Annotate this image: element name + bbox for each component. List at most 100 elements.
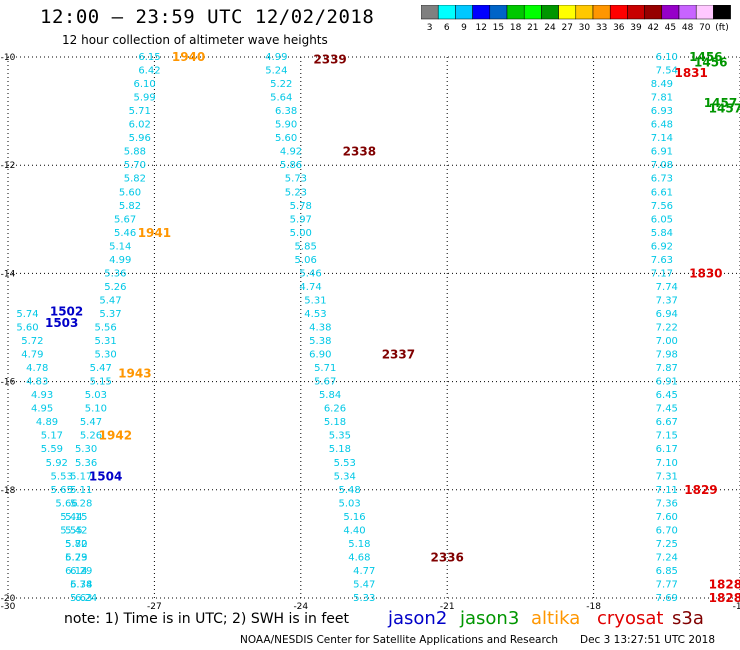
- wave-height-value: 5.31: [94, 336, 116, 347]
- wave-height-value: 5.28: [70, 498, 92, 509]
- wave-track-jason2-west-b: 5.74 5.60 5.72 4.79 4.78 4.83 4.93 4.95 4.89 5.17…: [16, 309, 97, 604]
- wave-height-value: 7.10: [656, 458, 678, 469]
- wave-height-value: 5.74: [16, 309, 38, 320]
- wave-height-value: 7.45: [656, 404, 678, 415]
- wave-height-value: 7.25: [656, 539, 678, 550]
- wave-height-value: 6.29: [70, 566, 92, 577]
- legend-jason2: jason2: [388, 608, 448, 629]
- wave-height-value: 5.56: [94, 323, 116, 334]
- wave-height-value: 5.34: [334, 471, 356, 482]
- wave-height-value: 6.42: [138, 66, 160, 77]
- wave-height-value: 5.64: [270, 93, 292, 104]
- pass-time-label: 1457: [709, 101, 740, 115]
- wave-height-value: 4.77: [353, 566, 375, 577]
- wave-height-value: 5.42: [65, 525, 87, 536]
- wave-height-value: 5.15: [90, 377, 112, 388]
- wave-height-value: 6.92: [651, 241, 673, 252]
- wave-height-value: 5.67: [114, 214, 136, 225]
- colorbar-label: 24: [544, 23, 556, 33]
- wave-height-value: 5.70: [124, 160, 146, 171]
- wave-height-value: 5.60: [275, 133, 297, 144]
- wave-height-value: 5.14: [109, 241, 131, 252]
- wave-height-value: 7.56: [651, 201, 673, 212]
- wave-height-value: 7.00: [656, 336, 678, 347]
- wave-height-value: 6.70: [656, 525, 678, 536]
- wave-height-value: 5.65: [51, 485, 73, 496]
- wave-height-value: 5.99: [134, 93, 156, 104]
- wave-height-value: 4.79: [21, 350, 43, 361]
- wave-height-value: 5.46: [114, 228, 136, 239]
- credit-text: NOAA/NESDIS Center for Satellite Applica…: [240, 634, 558, 646]
- wave-height-value: 5.26: [104, 282, 126, 293]
- legend-jason3: jason3: [460, 608, 520, 629]
- wave-height-value: 7.54: [656, 66, 678, 77]
- lat-tick-label: -20: [1, 594, 16, 604]
- colorbar-label: 45: [665, 23, 676, 33]
- wave-height-value: 5.47: [80, 417, 102, 428]
- colorbar-label: 36: [613, 23, 625, 33]
- lat-tick-label: -12: [1, 161, 16, 171]
- wave-height-value: 5.22: [270, 79, 292, 90]
- wave-height-value: 4.95: [31, 404, 53, 415]
- wave-height-value: 7.69: [656, 593, 678, 604]
- wave-height-value: 6.34: [70, 579, 92, 590]
- wave-height-value: 5.35: [329, 431, 351, 442]
- pass-time-label: 1831: [674, 66, 707, 80]
- colorbar-label: 70: [699, 23, 711, 33]
- colorbar-label: 27: [561, 23, 572, 33]
- pass-time-label: 1456: [689, 50, 722, 64]
- wave-height-value: 7.31: [656, 471, 678, 482]
- wave-height-value: 5.78: [70, 579, 92, 590]
- wave-height-value: 6.05: [651, 214, 673, 225]
- colorbar-label: 3: [427, 23, 433, 33]
- wave-height-value: 5.18: [348, 539, 370, 550]
- wave-height-value: 6.17: [656, 444, 678, 455]
- wave-height-value: 7.87: [656, 363, 678, 374]
- wave-height-value: 5.17: [70, 471, 92, 482]
- pass-time-label: 1829: [684, 483, 717, 497]
- lon-tick-label: -21: [440, 602, 455, 612]
- wave-height-value: 6.85: [656, 566, 678, 577]
- colorbar-label: (ft): [715, 23, 729, 33]
- pass-time-label: 2338: [343, 145, 376, 159]
- wave-height-value: 5.71: [129, 106, 151, 117]
- wave-height-value: 5.55: [60, 525, 82, 536]
- pass-time-label: 1504: [89, 469, 122, 483]
- wave-height-value: 6.94: [656, 309, 678, 320]
- wave-height-value: 5.18: [324, 417, 346, 428]
- wave-height-value: 6.45: [656, 390, 678, 401]
- wave-height-value: 8.49: [651, 79, 673, 90]
- colorbar-label: 18: [510, 23, 522, 33]
- wave-height-value: 6.10: [134, 79, 156, 90]
- wave-height-value: 5.48: [338, 485, 360, 496]
- wave-height-value: 7.22: [656, 323, 678, 334]
- wave-height-value: 6.91: [651, 147, 673, 158]
- wave-track-cryosat-mid: 4.99 5.24 5.22 5.64 6.38 5.90 5.60 4.92 5.86 5.73…: [265, 52, 375, 604]
- wave-track-altika-jason2-west: 6.156.426.105.995.716.025.965.885.705.82…: [65, 52, 160, 604]
- chart-title: 12:00 – 23:59 UTC 12/02/2018: [40, 6, 375, 28]
- wave-height-value: 5.63: [70, 593, 92, 604]
- colorbar-label: 9: [461, 23, 467, 33]
- wave-height-value: 6.67: [656, 417, 678, 428]
- wave-height-value: 5.31: [304, 295, 326, 306]
- footer-note: note: 1) Time is in UTC; 2) SWH is in fe…: [64, 611, 350, 627]
- credit-timestamp: Dec 3 13:27:51 UTC 2018: [580, 634, 716, 646]
- colorbar-label: 33: [596, 23, 607, 33]
- wave-height-value: 5.36: [104, 268, 126, 279]
- wave-height-value: 7.63: [651, 255, 673, 266]
- wave-height-value: 7.08: [651, 160, 673, 171]
- colorbar-label: 30: [579, 23, 591, 33]
- chart-subtitle: 12 hour collection of altimeter wave hei…: [62, 33, 328, 47]
- wave-height-value: 4.92: [280, 147, 302, 158]
- pass-time-label: 1943: [118, 366, 151, 380]
- wave-height-value: 4.68: [348, 552, 370, 563]
- wave-height-value: 5.30: [75, 444, 97, 455]
- wave-height-value: 5.03: [85, 390, 107, 401]
- legend-cryosat: cryosat: [597, 608, 664, 629]
- wave-height-value: 5.47: [99, 295, 121, 306]
- wave-height-value: 6.61: [651, 187, 673, 198]
- wave-height-value: 5.26: [80, 431, 102, 442]
- wave-height-value: 4.74: [299, 282, 321, 293]
- pass-time-label: 1828: [709, 591, 740, 605]
- pass-time-label: 2337: [382, 348, 415, 362]
